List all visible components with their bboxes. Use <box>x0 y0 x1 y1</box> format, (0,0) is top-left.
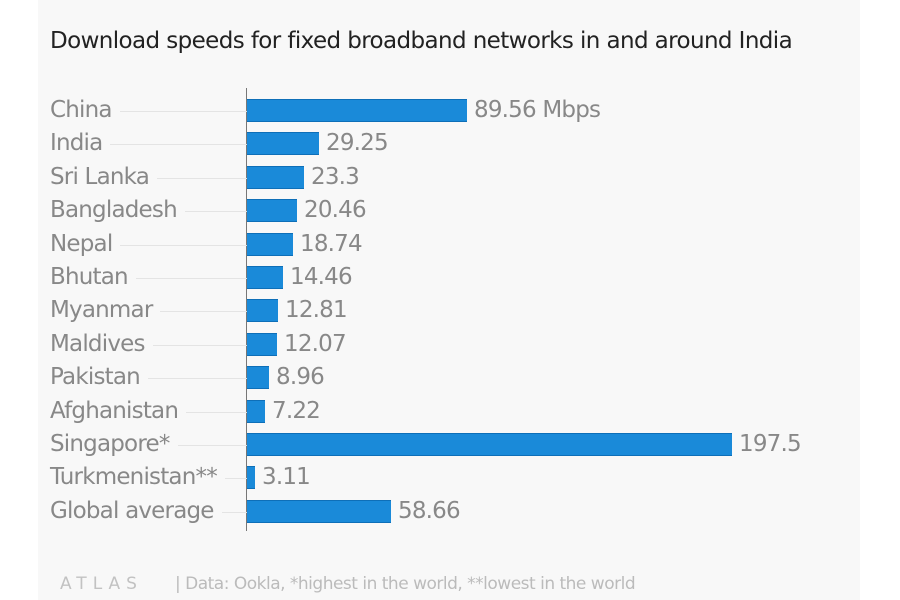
category-label: China <box>50 94 120 127</box>
y-axis-line <box>246 88 247 531</box>
bar <box>247 199 297 223</box>
bar-row: China 89.56 Mbps <box>0 94 900 127</box>
bar-row: Singapore* 197.5 <box>0 428 900 461</box>
bar <box>247 332 277 356</box>
value-label: 8.96 <box>276 364 325 391</box>
bar-row: Sri Lanka 23.3 <box>0 160 900 194</box>
bar-row: Maldives 12.07 <box>0 327 900 361</box>
value-label: 12.81 <box>285 297 348 324</box>
category-label: Nepal <box>50 227 121 261</box>
value-label: 14.46 <box>290 264 353 290</box>
value-label: 29.25 <box>326 130 389 157</box>
source-note: | Data: Ookla, *highest in the world, **… <box>174 574 636 594</box>
bar <box>247 466 255 490</box>
category-label: Afghanistan <box>50 394 187 428</box>
bar <box>247 132 319 156</box>
value-label: 7.22 <box>272 397 321 424</box>
bar-row: Myanmar 12.81 <box>0 294 900 328</box>
category-label: Global average <box>50 494 222 528</box>
value-label: 23.3 <box>311 163 360 190</box>
bar-row: Pakistan 8.96 <box>0 361 900 395</box>
chart-title: Download speeds for fixed broadband netw… <box>50 28 793 54</box>
category-label: Sri Lanka <box>50 160 158 194</box>
bar <box>247 299 278 323</box>
category-label: Myanmar <box>50 294 161 328</box>
bar-row: Afghanistan 7.22 <box>0 394 900 428</box>
bar <box>247 165 304 189</box>
category-label: Bangladesh <box>50 194 185 228</box>
bar-row: India 29.25 <box>0 127 900 161</box>
bar-row: Global average 58.66 <box>0 494 900 528</box>
value-label: 18.74 <box>300 230 363 257</box>
category-label: Pakistan <box>50 361 148 395</box>
leader-line <box>50 244 247 246</box>
value-label: 20.46 <box>304 197 367 224</box>
bar-row: Bhutan 14.46 <box>0 261 900 294</box>
bar <box>247 99 467 122</box>
leader-line <box>50 111 247 112</box>
leader-line <box>50 278 247 279</box>
bar <box>247 499 391 523</box>
bar <box>247 266 283 289</box>
bar <box>247 433 732 456</box>
value-label: 58.66 <box>398 497 461 524</box>
category-label: Turkmenistan** <box>50 461 225 495</box>
bar-row: Turkmenistan** 3.11 <box>0 461 900 495</box>
chart-footer: ATLAS | Data: Ookla, *highest in the wor… <box>60 572 636 596</box>
bar <box>247 366 269 390</box>
leader-line <box>50 144 247 146</box>
leader-line <box>50 378 247 380</box>
value-label: 89.56 Mbps <box>474 97 601 123</box>
category-label: Maldives <box>50 327 153 361</box>
value-label: 3.11 <box>262 464 311 491</box>
atlas-logo: ATLAS <box>60 574 143 594</box>
bar-row: Bangladesh 20.46 <box>0 194 900 228</box>
category-label: India <box>50 127 111 161</box>
category-label: Singapore* <box>50 428 178 461</box>
bar-row: Nepal 18.74 <box>0 227 900 261</box>
bar <box>247 232 293 256</box>
value-label: 197.5 <box>739 431 802 457</box>
bar <box>247 399 265 423</box>
category-label: Bhutan <box>50 261 136 294</box>
value-label: 12.07 <box>284 330 347 357</box>
